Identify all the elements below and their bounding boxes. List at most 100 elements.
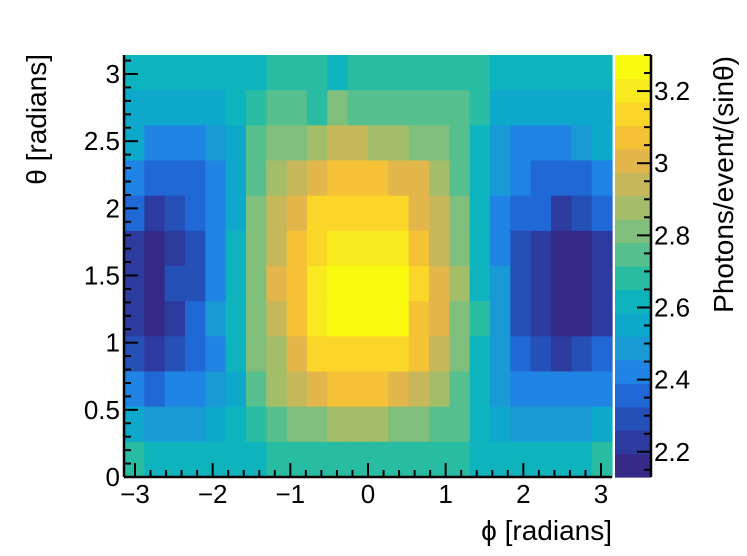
heatmap-cell — [185, 441, 206, 478]
heatmap-cell — [449, 160, 471, 197]
heatmap-cell — [449, 336, 471, 373]
heatmap-cell — [185, 371, 206, 408]
heatmap-cell — [286, 195, 308, 232]
color-scale-tick-label: 3 — [654, 148, 668, 178]
color-scale-tick-label: 2.8 — [654, 220, 690, 250]
heatmap-cell — [185, 195, 206, 232]
heatmap-cell — [225, 406, 247, 443]
color-scale-step — [615, 336, 651, 361]
heatmap-cell — [490, 301, 511, 337]
heatmap-cell — [490, 195, 511, 232]
heatmap-cell — [591, 266, 613, 302]
heatmap-cell — [408, 371, 430, 408]
heatmap-cells — [124, 55, 613, 478]
heatmap-cell — [124, 371, 145, 408]
heatmap-cell — [164, 301, 186, 337]
heatmap-cell — [185, 230, 206, 267]
heatmap-cell — [591, 230, 613, 267]
heatmap-cell — [510, 195, 532, 232]
heatmap-cell — [530, 125, 552, 162]
heatmap-cell — [449, 371, 471, 408]
heatmap-cell — [388, 195, 410, 232]
heatmap-cell — [124, 160, 145, 197]
heatmap-cell — [429, 371, 450, 408]
heatmap-cell — [347, 406, 369, 443]
heatmap-cell — [510, 371, 532, 408]
color-scale-step — [615, 101, 651, 126]
heatmap-cell — [205, 230, 227, 267]
heatmap-cell — [347, 160, 369, 197]
heatmap-cell — [490, 160, 511, 197]
heatmap-cell — [449, 406, 471, 443]
heatmap-cell — [266, 301, 288, 337]
color-scale-step — [615, 383, 651, 408]
heatmap-cell — [266, 55, 288, 91]
color-scale-step — [615, 219, 651, 244]
heatmap-cell — [246, 125, 267, 162]
heatmap-cell — [144, 230, 166, 267]
heatmap-cell — [185, 266, 206, 302]
heatmap-cell — [225, 266, 247, 302]
y-tick-label: 3 — [106, 59, 120, 89]
heatmap-cell — [225, 441, 247, 478]
heatmap-cell — [449, 266, 471, 302]
heatmap-cell — [225, 125, 247, 162]
heatmap-cell — [225, 55, 247, 91]
heatmap-cell — [164, 336, 186, 373]
heatmap-cell — [530, 195, 552, 232]
heatmap-cell — [347, 55, 369, 91]
heatmap-cell — [307, 160, 328, 197]
heatmap-cell — [490, 371, 511, 408]
heatmap-cell — [490, 336, 511, 373]
heatmap-cell — [368, 230, 389, 267]
heatmap-cell — [266, 90, 288, 126]
heatmap-cell — [571, 441, 593, 478]
heatmap-cell — [225, 195, 247, 232]
heatmap-cell — [571, 55, 593, 91]
heatmap-cell — [571, 160, 593, 197]
heatmap-cell — [429, 230, 450, 267]
heatmap-cell — [327, 371, 349, 408]
heatmap-cell — [286, 90, 308, 126]
heatmap-cell — [591, 336, 613, 373]
color-scale-tick-label: 2.2 — [654, 437, 690, 467]
heatmap-cell — [591, 90, 613, 126]
heatmap-cell — [185, 90, 206, 126]
heatmap-cell — [347, 336, 369, 373]
heatmap-cell — [368, 160, 389, 197]
x-tick-label: 1 — [438, 479, 452, 509]
heatmap-cell — [266, 125, 288, 162]
heatmap-cell — [286, 336, 308, 373]
heatmap-cell — [124, 230, 145, 267]
heatmap-cell — [347, 90, 369, 126]
color-scale-step — [615, 266, 651, 291]
heatmap-cell — [307, 441, 328, 478]
y-tick-label: 2 — [106, 193, 120, 223]
heatmap-cell — [591, 371, 613, 408]
heatmap-cell — [225, 371, 247, 408]
heatmap-cell — [307, 125, 328, 162]
heatmap-cell — [571, 125, 593, 162]
heatmap-cell — [469, 230, 491, 267]
heatmap-cell — [510, 160, 532, 197]
heatmap-cell — [124, 125, 145, 162]
heatmap-cell — [164, 371, 186, 408]
heatmap-cell — [205, 266, 227, 302]
heatmap-cell — [286, 371, 308, 408]
heatmap-cell — [307, 266, 328, 302]
heatmap-cell — [246, 90, 267, 126]
heatmap-cell — [530, 90, 552, 126]
heatmap-cell — [266, 371, 288, 408]
heatmap-cell — [164, 230, 186, 267]
heatmap-cell — [225, 301, 247, 337]
heatmap-cell — [327, 441, 349, 478]
x-tick-label: −3 — [120, 479, 150, 509]
heatmap-cell — [144, 125, 166, 162]
heatmap-cell — [551, 301, 572, 337]
plot-axes — [122, 54, 653, 479]
y-tick-label: 1 — [106, 328, 120, 358]
heatmap-cell — [327, 55, 349, 91]
heatmap-cell — [551, 230, 572, 267]
heatmap-cell — [286, 441, 308, 478]
heatmap-cell — [469, 160, 491, 197]
